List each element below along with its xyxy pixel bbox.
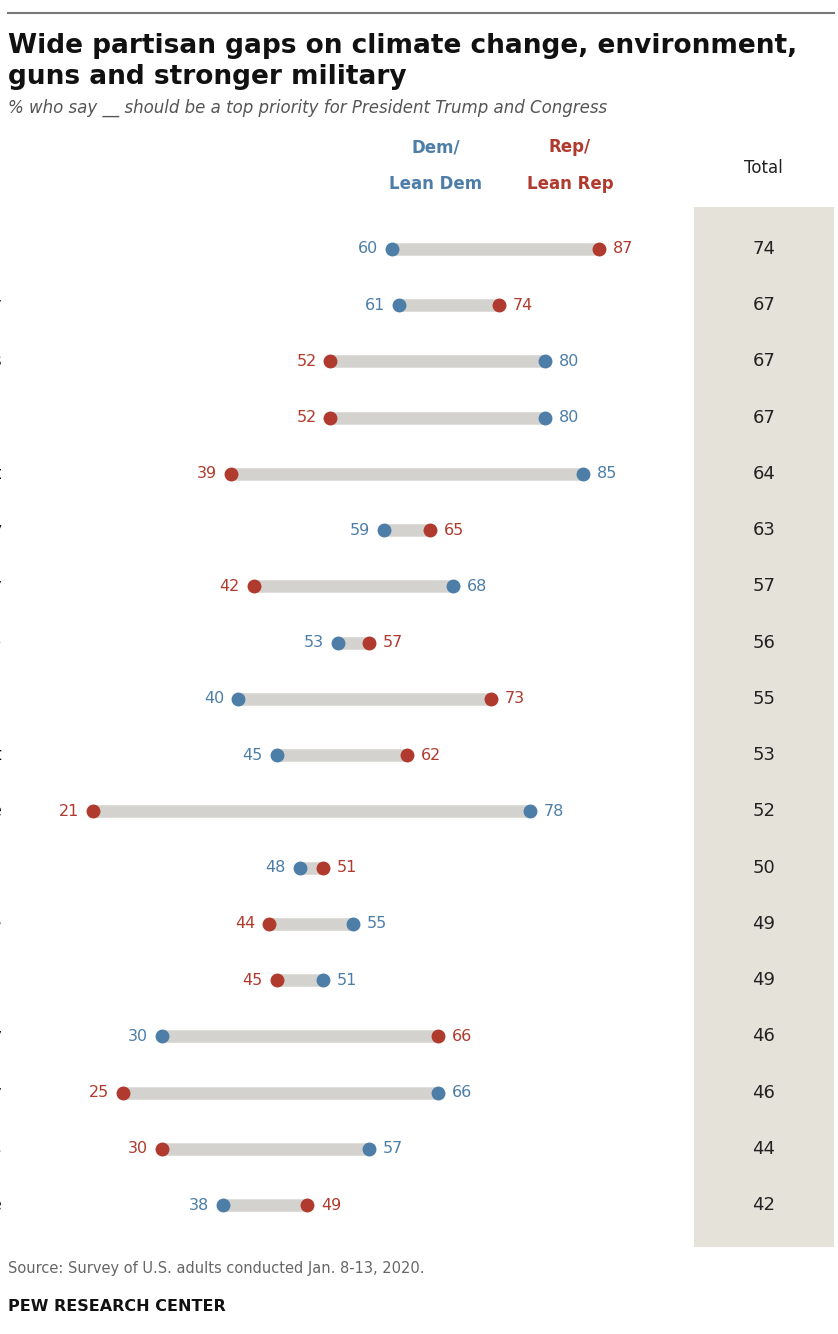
Text: 50: 50 [753, 859, 775, 876]
Text: 66: 66 [452, 1085, 472, 1101]
Text: Lean Dem: Lean Dem [389, 176, 483, 193]
Text: 42: 42 [753, 1197, 775, 1214]
Text: 45: 45 [243, 972, 263, 987]
Text: Rep/: Rep/ [549, 139, 591, 156]
Text: 51: 51 [337, 972, 357, 987]
Text: Lean Rep: Lean Rep [526, 176, 613, 193]
Text: 73: 73 [505, 691, 525, 707]
Text: 46: 46 [753, 1083, 775, 1102]
Text: guns and stronger military: guns and stronger military [8, 64, 407, 89]
Text: 55: 55 [367, 916, 387, 931]
Text: 56: 56 [753, 634, 775, 652]
Text: 44: 44 [235, 916, 256, 931]
Text: 38: 38 [189, 1198, 210, 1213]
Text: 78: 78 [544, 804, 564, 819]
Text: 55: 55 [753, 690, 775, 708]
Text: 30: 30 [127, 1142, 147, 1157]
Text: 65: 65 [444, 523, 464, 538]
Text: 57: 57 [753, 578, 775, 595]
Text: 67: 67 [753, 352, 775, 371]
Text: 74: 74 [513, 297, 533, 312]
Text: 57: 57 [382, 1142, 403, 1157]
Text: 63: 63 [753, 522, 775, 539]
Text: 87: 87 [613, 241, 633, 256]
Text: 80: 80 [559, 354, 579, 370]
Text: 64: 64 [753, 466, 775, 483]
Text: 42: 42 [220, 579, 240, 594]
Text: % who say __ should be a top priority for President Trump and Congress: % who say __ should be a top priority fo… [8, 99, 608, 117]
Text: 60: 60 [358, 241, 378, 256]
Text: 52: 52 [297, 410, 317, 426]
Text: 45: 45 [243, 747, 263, 763]
Text: 57: 57 [382, 635, 403, 650]
Text: 51: 51 [337, 860, 357, 875]
Text: 53: 53 [304, 635, 324, 650]
Text: 30: 30 [127, 1029, 147, 1045]
Text: 59: 59 [350, 523, 370, 538]
Text: 39: 39 [197, 467, 217, 482]
Text: 67: 67 [753, 408, 775, 427]
Text: Wide partisan gaps on climate change, environment,: Wide partisan gaps on climate change, en… [8, 33, 798, 59]
Text: Total: Total [744, 159, 784, 177]
Text: 53: 53 [753, 746, 775, 764]
Text: 61: 61 [365, 297, 385, 312]
Text: 52: 52 [297, 354, 317, 370]
Text: 49: 49 [321, 1198, 341, 1213]
Text: 62: 62 [421, 747, 441, 763]
Text: 80: 80 [559, 410, 579, 426]
Text: 85: 85 [597, 467, 618, 482]
Text: 21: 21 [59, 804, 79, 819]
Text: 49: 49 [753, 971, 775, 988]
Text: 48: 48 [266, 860, 286, 875]
Text: 67: 67 [753, 296, 775, 315]
Text: PEW RESEARCH CENTER: PEW RESEARCH CENTER [8, 1299, 226, 1314]
Text: 49: 49 [753, 915, 775, 932]
Text: 74: 74 [753, 240, 775, 257]
Text: 66: 66 [452, 1029, 472, 1045]
Text: Source: Survey of U.S. adults conducted Jan. 8-13, 2020.: Source: Survey of U.S. adults conducted … [8, 1261, 425, 1275]
Text: 68: 68 [467, 579, 487, 594]
Text: 44: 44 [753, 1139, 775, 1158]
Text: Dem/: Dem/ [411, 139, 460, 156]
Text: 25: 25 [90, 1085, 110, 1101]
Text: 40: 40 [204, 691, 225, 707]
Text: 46: 46 [753, 1027, 775, 1046]
Text: 52: 52 [753, 802, 775, 820]
